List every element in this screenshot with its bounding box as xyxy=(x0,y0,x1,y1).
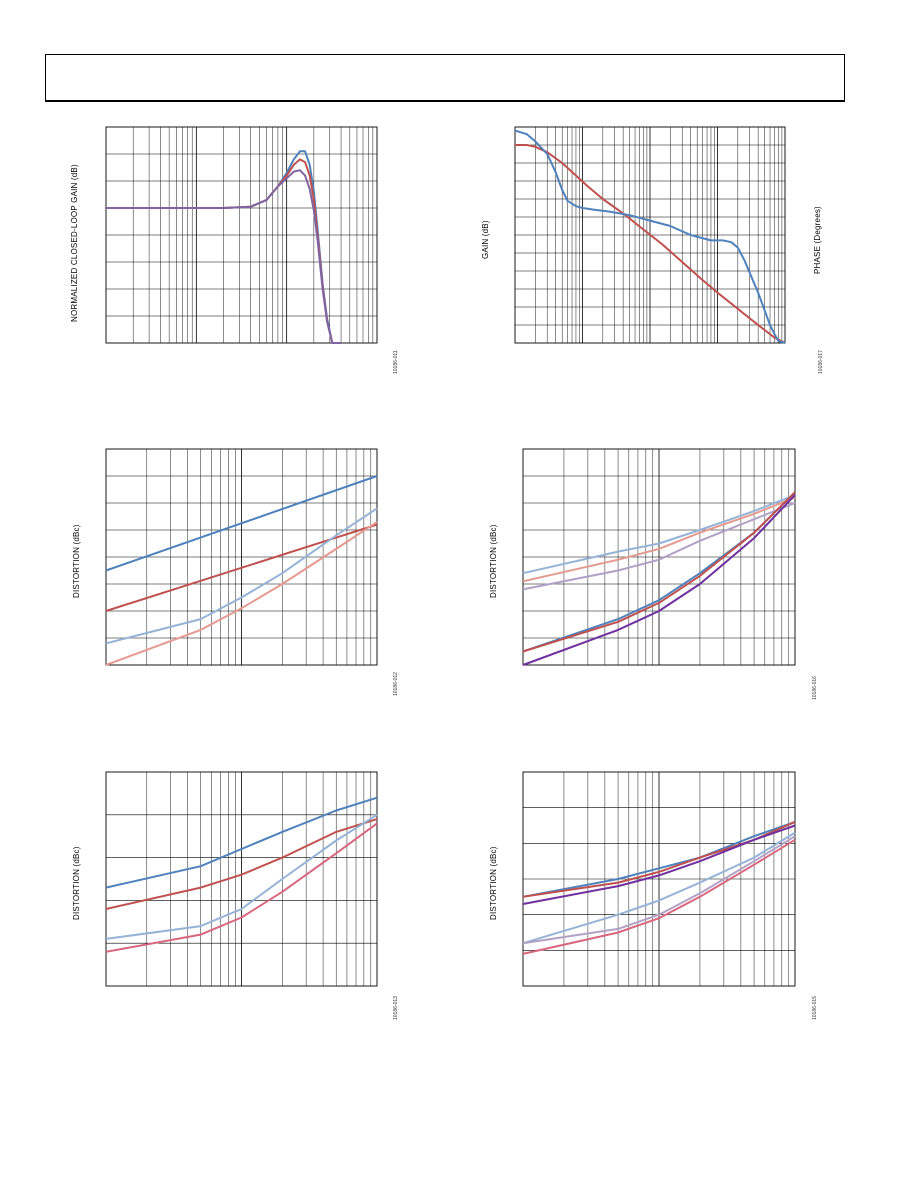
series-line-6 xyxy=(522,838,796,955)
distortion-chart-1 xyxy=(105,448,378,666)
series-line-2 xyxy=(514,129,786,344)
chart-3-figure-id: 10186-012 xyxy=(393,672,399,696)
chart-3-ylabel: DISTORTION (dBc) xyxy=(72,524,81,598)
series-line-3 xyxy=(105,507,378,645)
chart-4-ylabel: DISTORTION (dBc) xyxy=(489,524,498,598)
chart-1-figure-id: 10186-011 xyxy=(393,350,399,374)
series-line-3 xyxy=(522,824,796,905)
chart-6-figure-id: 10186-015 xyxy=(812,996,818,1020)
series-line-6 xyxy=(522,494,796,666)
closed-loop-gain-chart xyxy=(105,126,378,344)
plot-frame xyxy=(522,771,796,987)
plot-frame xyxy=(522,448,796,666)
chart-2-figure-id: 10186-017 xyxy=(818,350,824,374)
series-line-3 xyxy=(106,169,342,344)
gain-phase-chart xyxy=(514,126,786,344)
series-line-5 xyxy=(522,835,796,945)
chart-5-figure-id: 10186-013 xyxy=(393,996,399,1020)
series-line-3 xyxy=(105,813,378,940)
series-line-2 xyxy=(105,818,378,910)
series-line-3 xyxy=(522,502,796,591)
series-line-2 xyxy=(522,496,796,583)
distortion-chart-3 xyxy=(105,771,378,987)
series-line-4 xyxy=(105,521,378,666)
distortion-chart-4 xyxy=(522,771,796,987)
series-line-4 xyxy=(105,822,378,953)
series-line-5 xyxy=(522,491,796,653)
distortion-chart-2 xyxy=(522,448,796,666)
series-line-1 xyxy=(105,475,378,572)
plot-frame xyxy=(105,771,378,987)
plot-frame xyxy=(105,448,378,666)
plot-frame xyxy=(514,126,786,344)
chart-2-ylabel: GAIN (dB) xyxy=(481,220,490,259)
plot-frame xyxy=(105,126,378,344)
chart-1-ylabel: NORMALIZED CLOSED-LOOP GAIN (dB) xyxy=(70,164,79,322)
series-line-1 xyxy=(522,493,796,575)
series-line-1 xyxy=(522,820,796,898)
page-header-box xyxy=(45,54,845,102)
chart-2-ylabel-right: PHASE (Degrees) xyxy=(813,206,822,274)
chart-6-ylabel: DISTORTION (dBc) xyxy=(489,846,498,920)
chart-5-ylabel: DISTORTION (dBc) xyxy=(72,846,81,920)
series-line-1 xyxy=(105,796,378,889)
series-line-4 xyxy=(522,831,796,945)
chart-4-figure-id: 10186-016 xyxy=(812,676,818,700)
